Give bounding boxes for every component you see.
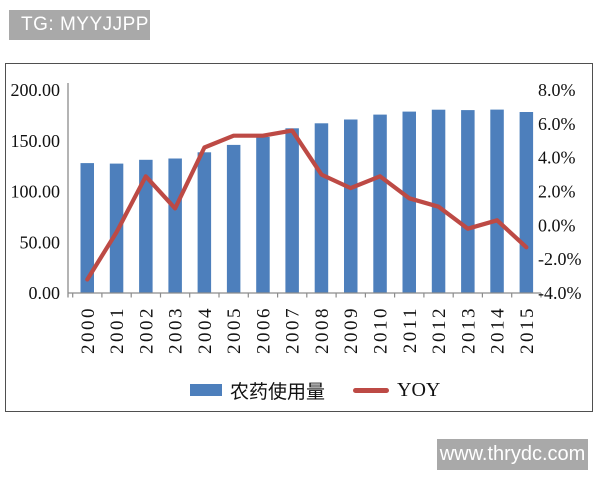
watermark-label: www.thrydc.com — [439, 443, 586, 465]
bar-2003 — [168, 158, 182, 293]
right-axis-tick-label: 6.0% — [538, 114, 576, 134]
x-axis-tick-label: 2011 — [400, 306, 421, 353]
right-axis-tick-label: -4.0% — [538, 283, 582, 303]
bar-2008 — [314, 123, 329, 293]
x-axis-tick-label: 2007 — [283, 306, 304, 354]
x-axis-tick-label: 2013 — [458, 306, 479, 354]
line-legend-label: YOY — [397, 378, 441, 401]
bar-2005 — [226, 144, 241, 293]
bar-2015 — [519, 112, 534, 293]
x-axis-tick-label: 2006 — [253, 306, 274, 354]
bar-2010 — [373, 114, 387, 293]
bar-2007 — [285, 128, 299, 293]
left-axis-tick-label: 200.00 — [11, 80, 61, 100]
x-axis-tick-label: 2014 — [488, 306, 509, 354]
line-legend-swatch-icon — [353, 387, 390, 393]
yoy-line — [85, 128, 529, 282]
right-axis-tick-label: -2.0% — [538, 249, 582, 269]
x-axis-tick-label: 2005 — [224, 306, 245, 354]
watermark-badge: www.thrydc.com — [437, 439, 588, 470]
bars-legend-swatch-icon — [190, 384, 222, 396]
x-axis-tick-label: 2003 — [166, 306, 187, 354]
bar-2009 — [344, 119, 358, 293]
x-axis-tick-label: 2004 — [195, 306, 216, 354]
bar-2006 — [256, 137, 270, 293]
bar-2002 — [139, 159, 153, 293]
right-axis-tick-label: 0.0% — [538, 215, 576, 235]
right-axis-tick-label: 4.0% — [538, 148, 576, 168]
x-axis-tick-label: 2000 — [78, 306, 99, 354]
chart-legend: 农药使用量 YOY — [190, 378, 441, 403]
bar-2004 — [197, 152, 212, 293]
bar-2013 — [461, 110, 475, 293]
tag-badge: TG: MYYJJPP — [9, 10, 150, 40]
right-axis-tick-label: 8.0% — [538, 80, 576, 100]
x-axis-tick-label: 2002 — [136, 306, 157, 354]
x-axis-tick-label: 2012 — [429, 306, 450, 354]
x-axis-tick-label: 2008 — [312, 306, 333, 354]
x-axis-tick-label: 2010 — [371, 306, 392, 354]
right-axis-tick-label: 2.0% — [538, 182, 576, 202]
x-axis-tick-label: 2009 — [341, 306, 362, 354]
tag-label: TG: MYYJJPP — [21, 14, 149, 35]
bar-2012 — [431, 109, 446, 293]
bar-2011 — [402, 111, 416, 293]
left-axis-tick-label: 100.00 — [11, 182, 61, 202]
left-axis-tick-label: 50.00 — [20, 232, 61, 252]
bar-2014 — [490, 109, 504, 293]
left-axis-tick-label: 150.00 — [11, 131, 61, 151]
x-axis-tick-label: 2015 — [517, 306, 538, 354]
x-axis-tick-label: 2001 — [107, 306, 128, 354]
bars-legend-label: 农药使用量 — [230, 381, 326, 403]
left-axis-tick-label: 0.00 — [29, 283, 61, 303]
bar-2000 — [80, 163, 94, 293]
